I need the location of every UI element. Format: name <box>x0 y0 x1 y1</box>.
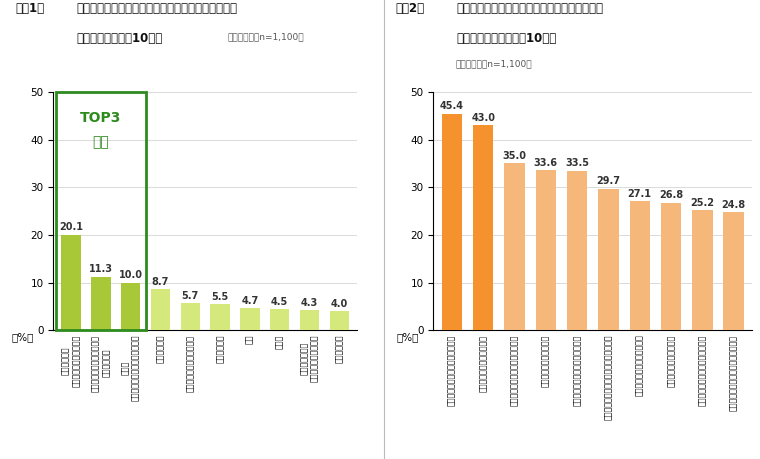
Text: 33.5: 33.5 <box>565 158 589 168</box>
Bar <box>211 304 230 330</box>
Text: 野菜: 野菜 <box>93 135 109 149</box>
Text: 27.1: 27.1 <box>628 189 652 199</box>
Bar <box>150 289 170 330</box>
Text: 4.3: 4.3 <box>301 297 318 308</box>
Bar <box>661 202 681 330</box>
Bar <box>724 212 744 330</box>
Text: 20.1: 20.1 <box>59 222 83 232</box>
Text: 8.7: 8.7 <box>152 277 169 286</box>
Bar <box>692 210 713 330</box>
Text: TOP3: TOP3 <box>81 111 122 125</box>
Bar <box>91 276 110 330</box>
Bar <box>300 310 319 330</box>
Bar <box>567 171 587 330</box>
Text: 35.0: 35.0 <box>502 151 527 161</box>
Text: （複数回答：n=1,100）: （複数回答：n=1,100） <box>228 32 305 41</box>
Text: 「つい無駄にしてしまう」「つい食べきれず捧てて: 「つい無駄にしてしまう」「つい食べきれず捧てて <box>76 2 237 15</box>
Text: ＜図2＞: ＜図2＞ <box>395 2 424 15</box>
Text: 10.0: 10.0 <box>119 270 143 280</box>
Text: 4.7: 4.7 <box>241 296 258 306</box>
Bar <box>629 201 650 330</box>
Bar <box>442 114 462 330</box>
Text: 4.5: 4.5 <box>271 297 288 307</box>
Y-axis label: （%）: （%） <box>397 332 419 342</box>
Bar <box>240 308 260 330</box>
Bar <box>536 170 556 330</box>
Bar <box>598 189 619 330</box>
Text: （複数回答：n=1,100）: （複数回答：n=1,100） <box>456 60 533 69</box>
Y-axis label: （%）: （%） <box>11 332 34 342</box>
Text: 11.3: 11.3 <box>89 264 113 274</box>
Text: 25.2: 25.2 <box>690 198 714 208</box>
Text: 5.5: 5.5 <box>211 292 229 302</box>
Bar <box>62 235 81 330</box>
Bar <box>505 163 524 330</box>
Text: 33.6: 33.6 <box>534 158 558 168</box>
Text: 26.8: 26.8 <box>659 190 683 200</box>
Text: 4.0: 4.0 <box>331 299 348 309</box>
Bar <box>181 303 200 330</box>
Text: 5.7: 5.7 <box>182 291 199 301</box>
Bar <box>121 283 141 330</box>
Text: 29.7: 29.7 <box>597 176 620 186</box>
Text: 43.0: 43.0 <box>471 113 496 123</box>
Text: ＜図1＞: ＜図1＞ <box>15 2 44 15</box>
Text: 工夫していること上位10項目: 工夫していること上位10項目 <box>456 32 556 45</box>
Bar <box>473 125 493 330</box>
Bar <box>270 309 290 330</box>
Text: 24.8: 24.8 <box>721 200 746 210</box>
Bar <box>330 311 349 330</box>
Text: 45.4: 45.4 <box>440 101 464 112</box>
Text: しまう」食品上位10項目: しまう」食品上位10項目 <box>76 32 162 45</box>
Text: フードロスをしないように心掛けていること、: フードロスをしないように心掛けていること、 <box>456 2 603 15</box>
